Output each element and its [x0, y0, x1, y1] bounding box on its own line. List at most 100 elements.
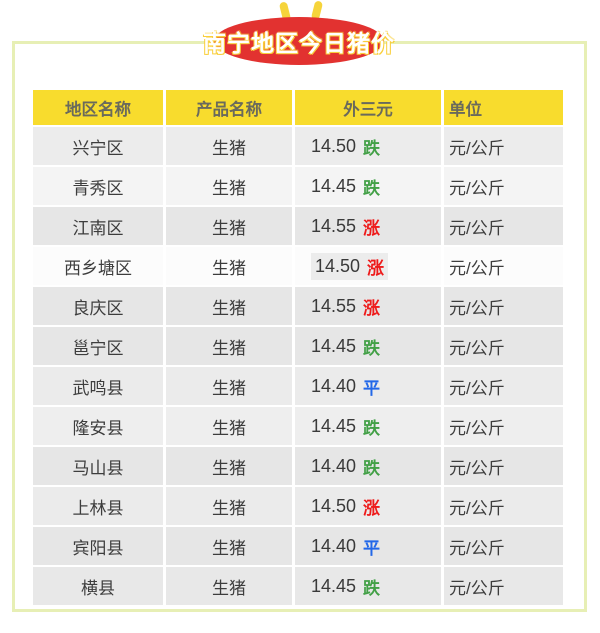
- page-title: 南宁地区今日猪价: [203, 30, 395, 56]
- price-line: 14.55 涨: [311, 214, 380, 239]
- unit-cell: 元/公斤: [444, 567, 563, 605]
- price-cell: 14.40 平: [295, 367, 441, 405]
- price-cell: 14.55 涨: [295, 207, 441, 245]
- region-cell: 隆安县: [33, 407, 163, 445]
- price-cell: 14.50 涨: [295, 487, 441, 525]
- price-cell: 14.50 涨: [295, 247, 441, 285]
- price-line: 14.45 跌: [311, 414, 380, 439]
- table-row: 武鸣县 生猪 14.40 平 元/公斤: [33, 367, 563, 405]
- trend-label: 跌: [363, 338, 381, 358]
- unit-cell: 元/公斤: [444, 127, 563, 165]
- price-value: 14.40: [311, 375, 357, 396]
- region-cell: 横县: [33, 567, 163, 605]
- product-cell: 生猪: [166, 407, 292, 445]
- region-cell: 西乡塘区: [33, 247, 163, 285]
- table-row: 青秀区 生猪 14.45 跌 元/公斤: [33, 167, 563, 205]
- product-cell: 生猪: [166, 287, 292, 325]
- product-cell: 生猪: [166, 327, 292, 365]
- price-value: 14.45: [311, 335, 357, 356]
- unit-cell: 元/公斤: [444, 447, 563, 485]
- unit-cell: 元/公斤: [444, 247, 563, 285]
- price-value: 14.55: [311, 295, 357, 316]
- price-cell: 14.40 平: [295, 527, 441, 565]
- region-cell: 江南区: [33, 207, 163, 245]
- price-value: 14.45: [311, 175, 357, 196]
- region-cell: 青秀区: [33, 167, 163, 205]
- trend-label: 跌: [363, 178, 381, 198]
- trend-label: 跌: [363, 578, 381, 598]
- unit-cell: 元/公斤: [444, 207, 563, 245]
- price-cell: 14.45 跌: [295, 567, 441, 605]
- region-cell: 武鸣县: [33, 367, 163, 405]
- price-line: 14.45 跌: [311, 174, 380, 199]
- price-value: 14.55: [311, 215, 357, 236]
- region-cell: 兴宁区: [33, 127, 163, 165]
- table-row: 良庆区 生猪 14.55 涨 元/公斤: [33, 287, 563, 325]
- table-row: 横县 生猪 14.45 跌 元/公斤: [33, 567, 563, 605]
- price-value: 14.40: [311, 535, 357, 556]
- column-header-price: 外三元: [295, 90, 441, 125]
- trend-label: 跌: [363, 138, 381, 158]
- product-cell: 生猪: [166, 447, 292, 485]
- trend-label: 平: [363, 538, 381, 558]
- table-body: 兴宁区 生猪 14.50 跌 元/公斤 青秀区 生猪 14.45 跌 元/公斤 …: [33, 127, 563, 605]
- price-line: 14.45 跌: [311, 574, 380, 599]
- price-line: 14.45 跌: [311, 334, 380, 359]
- product-cell: 生猪: [166, 127, 292, 165]
- pig-price-table: 地区名称 产品名称 外三元 单位 兴宁区 生猪 14.50 跌 元/公斤 青秀区…: [33, 90, 563, 605]
- table-header-row: 地区名称 产品名称 外三元 单位: [33, 90, 563, 125]
- unit-cell: 元/公斤: [444, 527, 563, 565]
- price-line: 14.50 涨: [311, 252, 389, 280]
- region-cell: 宾阳县: [33, 527, 163, 565]
- region-cell: 邕宁区: [33, 327, 163, 365]
- unit-cell: 元/公斤: [444, 487, 563, 525]
- product-cell: 生猪: [166, 567, 292, 605]
- price-cell: 14.50 跌: [295, 127, 441, 165]
- unit-cell: 元/公斤: [444, 287, 563, 325]
- unit-cell: 元/公斤: [444, 327, 563, 365]
- trend-label: 平: [363, 378, 381, 398]
- price-value: 14.50: [311, 135, 357, 156]
- price-value: 14.45: [311, 575, 357, 596]
- trend-label: 跌: [363, 458, 381, 478]
- price-line: 14.40 平: [311, 534, 380, 559]
- unit-cell: 元/公斤: [444, 167, 563, 205]
- region-cell: 上林县: [33, 487, 163, 525]
- price-value: 14.50: [311, 495, 357, 516]
- price-cell: 14.55 涨: [295, 287, 441, 325]
- table-row: 兴宁区 生猪 14.50 跌 元/公斤: [33, 127, 563, 165]
- price-line: 14.50 跌: [311, 134, 380, 159]
- table-row: 江南区 生猪 14.55 涨 元/公斤: [33, 207, 563, 245]
- region-cell: 马山县: [33, 447, 163, 485]
- trend-label: 涨: [367, 258, 385, 278]
- trend-label: 涨: [363, 498, 381, 518]
- product-cell: 生猪: [166, 167, 292, 205]
- price-cell: 14.45 跌: [295, 327, 441, 365]
- trend-label: 涨: [363, 218, 381, 238]
- price-cell: 14.40 跌: [295, 447, 441, 485]
- trend-label: 跌: [363, 418, 381, 438]
- trend-label: 涨: [363, 298, 381, 318]
- product-cell: 生猪: [166, 247, 292, 285]
- table-row: 邕宁区 生猪 14.45 跌 元/公斤: [33, 327, 563, 365]
- table-row: 隆安县 生猪 14.45 跌 元/公斤: [33, 407, 563, 445]
- product-cell: 生猪: [166, 207, 292, 245]
- price-cell: 14.45 跌: [295, 167, 441, 205]
- title-badge: 南宁地区今日猪价: [203, 17, 394, 65]
- table-row: 宾阳县 生猪 14.40 平 元/公斤: [33, 527, 563, 565]
- price-line: 14.40 平: [311, 374, 380, 399]
- table-row: 马山县 生猪 14.40 跌 元/公斤: [33, 447, 563, 485]
- price-value: 14.45: [311, 415, 357, 436]
- price-line: 14.50 涨: [311, 494, 380, 519]
- column-header-unit: 单位: [444, 90, 563, 125]
- column-header-product: 产品名称: [166, 90, 292, 125]
- price-line: 14.55 涨: [311, 294, 380, 319]
- table-row: 上林县 生猪 14.50 涨 元/公斤: [33, 487, 563, 525]
- product-cell: 生猪: [166, 527, 292, 565]
- column-header-region: 地区名称: [33, 90, 163, 125]
- product-cell: 生猪: [166, 367, 292, 405]
- price-value: 14.50: [315, 255, 361, 276]
- table-row: 西乡塘区 生猪 14.50 涨 元/公斤: [33, 247, 563, 285]
- price-cell: 14.45 跌: [295, 407, 441, 445]
- product-cell: 生猪: [166, 487, 292, 525]
